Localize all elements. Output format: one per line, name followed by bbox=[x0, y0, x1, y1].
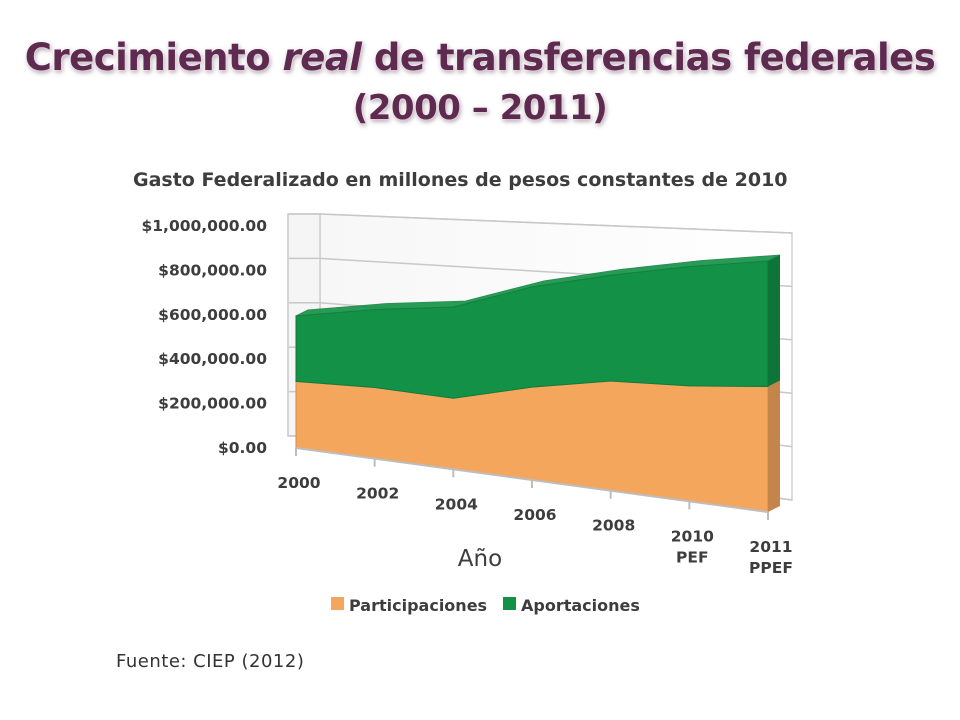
x-tick-label-3: 2006 bbox=[513, 506, 556, 524]
x-tick-label-line: 2011 bbox=[749, 538, 792, 556]
x-tick-label-line: PEF bbox=[676, 548, 709, 566]
x-tick-label-line: 2006 bbox=[513, 506, 556, 524]
x-tick-label-line: 2008 bbox=[592, 517, 635, 535]
x-axis-title: Año bbox=[458, 546, 502, 572]
area-side-aportaciones bbox=[768, 255, 780, 387]
y-tick-label-0: $0.00 bbox=[218, 439, 267, 457]
chart-areas bbox=[294, 254, 781, 513]
area-side-participaciones bbox=[768, 380, 780, 512]
slide-title-suffix: de transferencias federales bbox=[361, 36, 936, 79]
legend-label-aportaciones: Aportaciones bbox=[521, 596, 640, 615]
slide-title-emphasis: real bbox=[282, 36, 363, 79]
slide-title: Crecimiento real de transferencias feder… bbox=[0, 36, 960, 79]
x-tick-label-5: 2010 PEF bbox=[671, 527, 714, 566]
x-tick-label-0: 2000 bbox=[277, 474, 320, 492]
y-tick-label-5: $1,000,000.00 bbox=[141, 217, 267, 235]
x-tick-label-line: 2002 bbox=[356, 485, 399, 503]
legend-label-participaciones: Participaciones bbox=[349, 596, 487, 615]
slide-title-prefix: Crecimiento bbox=[24, 36, 283, 79]
x-tick-label-6: 2011 PPEF bbox=[749, 538, 793, 577]
y-tick-label-3: $600,000.00 bbox=[158, 306, 267, 324]
y-tick-label-4: $800,000.00 bbox=[158, 261, 267, 279]
y-tick-label-1: $200,000.00 bbox=[158, 395, 267, 413]
y-axis-tick-labels: $0.00 $200,000.00 $400,000.00 $600,000.00 $8… bbox=[141, 217, 267, 457]
x-tick-label-line: 2000 bbox=[277, 474, 320, 492]
x-tick-label-4: 2008 bbox=[592, 517, 635, 535]
source-note: Fuente: CIEP (2012) bbox=[116, 651, 305, 672]
x-tick-label-1: 2002 bbox=[356, 485, 399, 503]
y-tick-label-2: $400,000.00 bbox=[158, 350, 267, 368]
x-tick-label-line: PPEF bbox=[749, 559, 793, 577]
gridline-back-5 bbox=[319, 213, 793, 234]
slide-title-period: (2000 – 2011) bbox=[352, 88, 608, 128]
x-tick-label-line: 2010 bbox=[671, 527, 714, 545]
x-tick-label-2: 2004 bbox=[435, 495, 478, 513]
legend: Participaciones Aportaciones bbox=[331, 596, 640, 615]
chart-title: Gasto Federalizado en millones de pesos … bbox=[133, 169, 788, 191]
x-axis-tick-labels: 2000 2002 2004 2006 2008 2010 PEF 2011 PPEF bbox=[277, 474, 793, 577]
x-tick-label-line: 2004 bbox=[435, 495, 478, 513]
legend-swatch-aportaciones bbox=[503, 597, 516, 610]
legend-swatch-participaciones bbox=[331, 597, 344, 610]
chart-axes bbox=[287, 214, 769, 520]
